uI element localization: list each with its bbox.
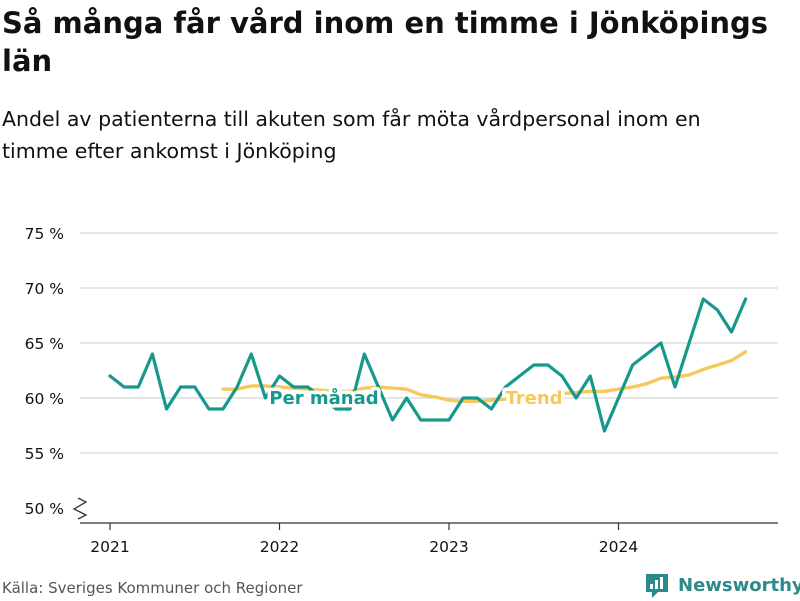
series-line-per-manad [108,297,748,433]
chart-subtitle: Andel av patienterna till akuten som får… [2,107,701,163]
axes: 75 % 70 % 65 % 60 % 55 % 50 % 2021 2022 2023 2024 [25,225,778,556]
series-label-per-manad: Per månad [269,387,378,409]
x-tick-label: 2021 [90,538,129,556]
y-tick-label: 75 % [25,225,64,243]
series-label-trend: Trend [505,388,562,409]
x-tick-label: 2024 [599,538,638,556]
y-tick-label: 65 % [25,335,64,353]
brand-name: Newsworthy [678,574,800,596]
brand-logo: Newsworthy [644,569,800,601]
chart-title: Så många får vård inom en timme i Jönköp… [2,6,769,78]
series-lines [108,297,748,433]
axis-break-icon [72,497,88,520]
y-tick-label: 50 % [25,500,64,518]
source-note: Källa: Sveriges Kommuner och Regioner [2,579,303,597]
series-label-halo: Trend [505,388,562,409]
x-tick-label: 2023 [429,538,468,556]
x-tick-label: 2022 [260,538,299,556]
y-tick-label: 60 % [25,390,64,408]
y-tick-label: 70 % [25,280,64,298]
newsworthy-logo-icon [646,574,668,598]
series-label-halo: Per månad [269,387,378,409]
y-tick-label: 55 % [25,445,64,463]
